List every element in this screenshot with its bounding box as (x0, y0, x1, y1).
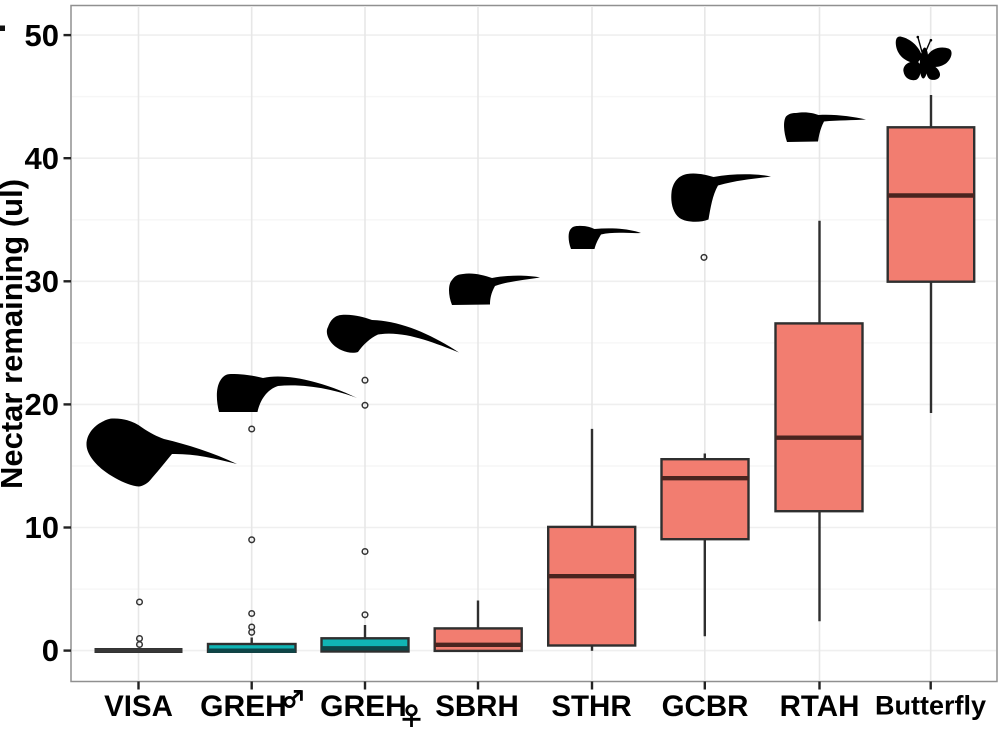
svg-text:GREH: GREH (320, 690, 407, 723)
svg-text:20: 20 (25, 387, 59, 422)
svg-text:Nectar remaining (ul): Nectar remaining (ul) (0, 179, 29, 489)
svg-text:30: 30 (25, 264, 59, 299)
svg-text:VISA: VISA (104, 690, 173, 723)
svg-text:STHR: STHR (551, 690, 631, 723)
svg-text:RTAH: RTAH (780, 690, 860, 723)
svg-text:50: 50 (25, 18, 59, 53)
svg-text:40: 40 (25, 141, 59, 176)
svg-text:SBRH: SBRH (435, 690, 519, 723)
svg-text:GREH: GREH (200, 690, 287, 723)
svg-text:10: 10 (25, 510, 59, 545)
svg-text:Butterfly: Butterfly (875, 691, 986, 721)
svg-text:0: 0 (42, 633, 59, 668)
svg-text:GCBR: GCBR (662, 690, 749, 723)
